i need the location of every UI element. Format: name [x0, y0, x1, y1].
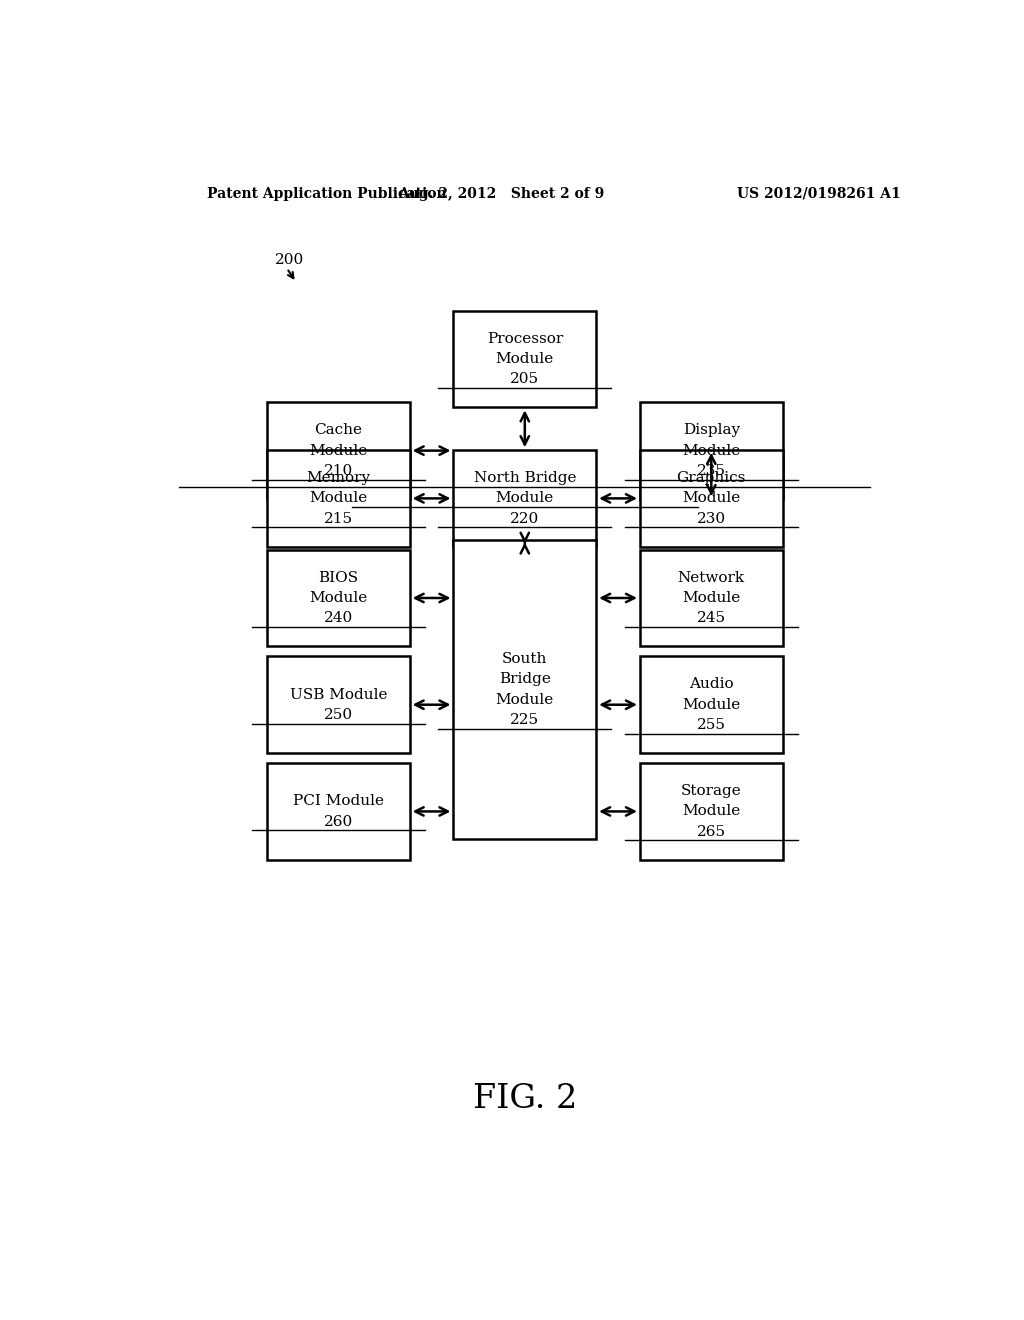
Text: 260: 260: [324, 814, 353, 829]
Text: Module: Module: [309, 444, 368, 458]
FancyBboxPatch shape: [640, 403, 782, 499]
FancyBboxPatch shape: [640, 763, 782, 859]
Text: Storage: Storage: [681, 784, 741, 799]
Text: Module: Module: [309, 591, 368, 605]
Text: Module: Module: [496, 491, 554, 506]
Text: 215: 215: [324, 512, 353, 525]
FancyBboxPatch shape: [454, 450, 596, 546]
Text: Module: Module: [496, 693, 554, 706]
Text: US 2012/0198261 A1: US 2012/0198261 A1: [736, 187, 900, 201]
FancyBboxPatch shape: [640, 450, 782, 546]
Text: Module: Module: [496, 352, 554, 366]
Text: Graphics: Graphics: [677, 471, 745, 484]
Text: Audio: Audio: [689, 677, 733, 692]
Text: North Bridge: North Bridge: [473, 471, 577, 484]
Text: Bridge: Bridge: [499, 672, 551, 686]
Text: Cache: Cache: [314, 424, 362, 437]
Text: Aug. 2, 2012   Sheet 2 of 9: Aug. 2, 2012 Sheet 2 of 9: [398, 187, 604, 201]
Text: Module: Module: [682, 491, 740, 506]
Text: 200: 200: [274, 253, 304, 267]
Text: 250: 250: [324, 708, 353, 722]
Text: 225: 225: [510, 713, 540, 727]
Text: Network: Network: [678, 570, 744, 585]
Text: BIOS: BIOS: [318, 570, 358, 585]
FancyBboxPatch shape: [267, 549, 410, 647]
Text: 240: 240: [324, 611, 353, 626]
FancyBboxPatch shape: [267, 403, 410, 499]
FancyBboxPatch shape: [267, 763, 410, 859]
Text: Module: Module: [309, 491, 368, 506]
Text: 230: 230: [696, 512, 726, 525]
Text: Processor: Processor: [486, 331, 563, 346]
Text: Module: Module: [682, 804, 740, 818]
Text: Module: Module: [682, 444, 740, 458]
Text: 210: 210: [324, 463, 353, 478]
Text: 235: 235: [696, 463, 726, 478]
Text: 220: 220: [510, 512, 540, 525]
FancyBboxPatch shape: [454, 312, 596, 408]
Text: 205: 205: [510, 372, 540, 387]
FancyBboxPatch shape: [640, 656, 782, 752]
Text: FIG. 2: FIG. 2: [473, 1082, 577, 1114]
Text: Memory: Memory: [306, 471, 371, 484]
Text: 265: 265: [696, 825, 726, 838]
Text: Display: Display: [683, 424, 740, 437]
Text: Module: Module: [682, 591, 740, 605]
FancyBboxPatch shape: [267, 450, 410, 546]
Text: 255: 255: [696, 718, 726, 733]
Text: Patent Application Publication: Patent Application Publication: [207, 187, 447, 201]
FancyBboxPatch shape: [454, 540, 596, 840]
Text: South: South: [502, 652, 548, 667]
Text: Module: Module: [682, 698, 740, 711]
Text: PCI Module: PCI Module: [293, 795, 384, 808]
Text: 245: 245: [696, 611, 726, 626]
Text: USB Module: USB Module: [290, 688, 387, 701]
FancyBboxPatch shape: [267, 656, 410, 752]
FancyBboxPatch shape: [640, 549, 782, 647]
